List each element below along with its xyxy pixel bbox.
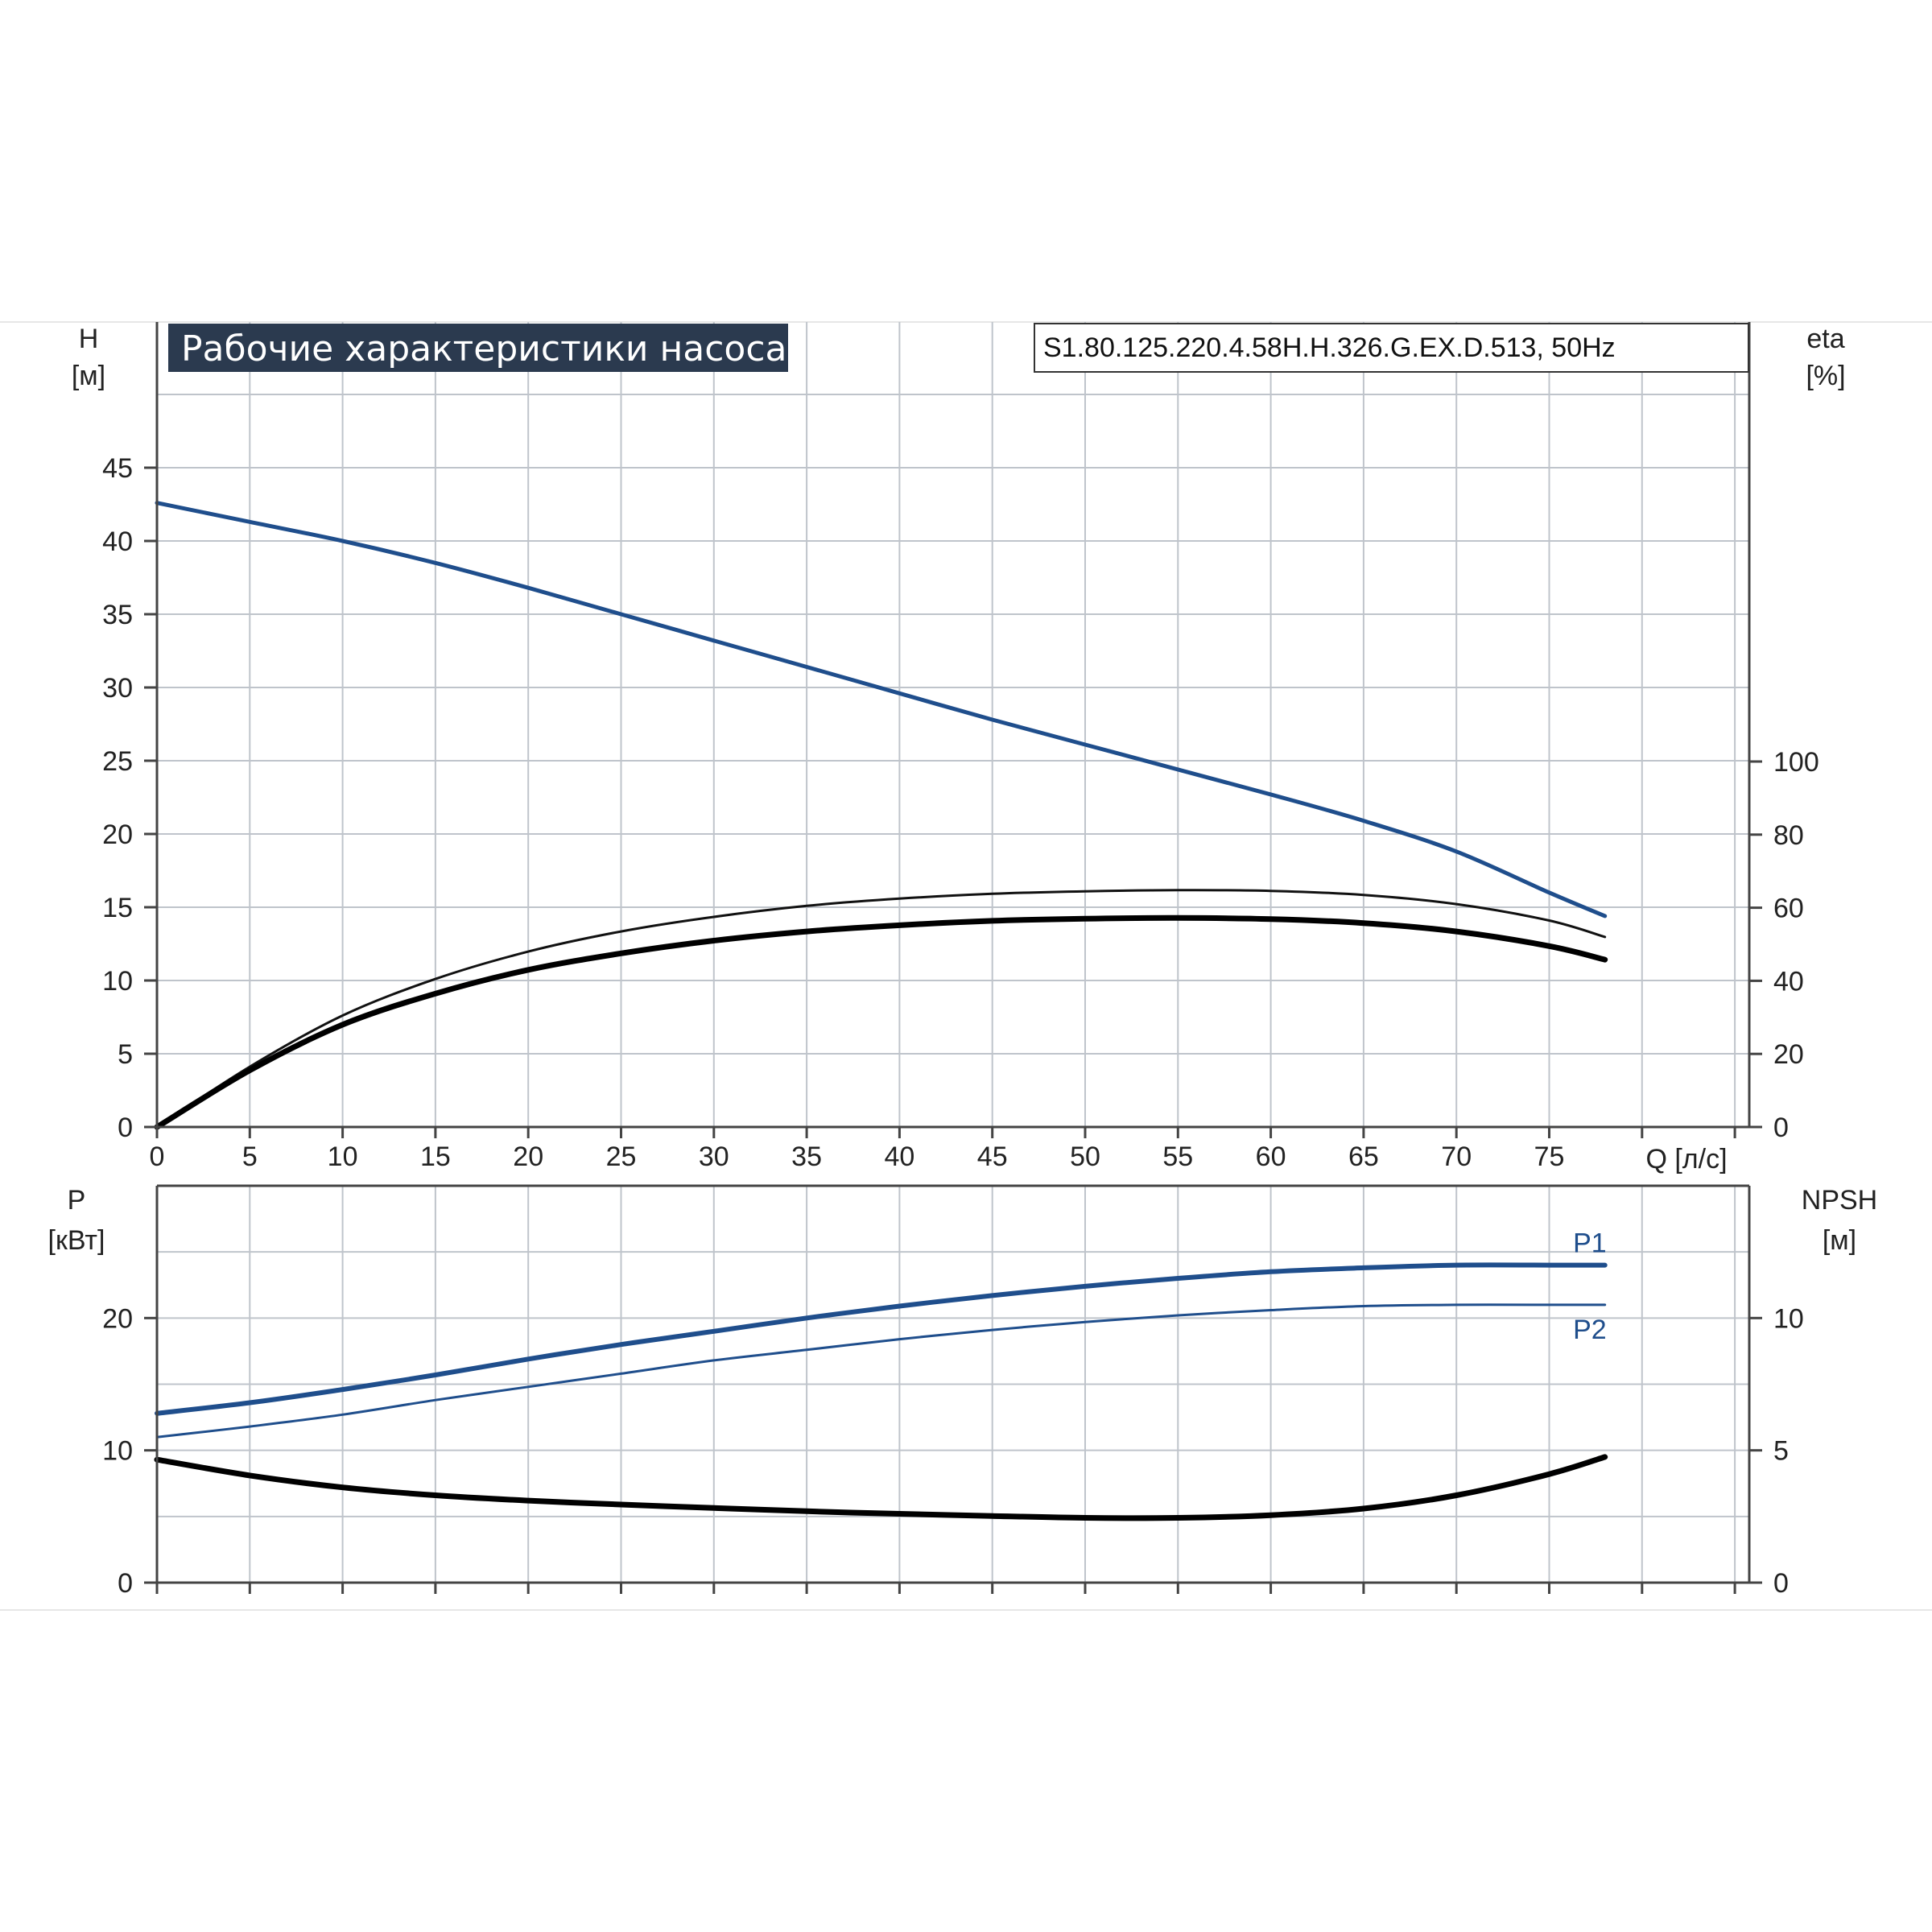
right-tick-label: 0 xyxy=(1773,1568,1789,1599)
chart-title-text: Рабочие характеристики насоса xyxy=(181,328,786,369)
left-tick-label: 10 xyxy=(102,966,133,997)
model-label: S1.80.125.220.4.58H.H.326.G.EX.D.513, 50… xyxy=(1034,323,1749,373)
right-tick-label: 20 xyxy=(1773,1039,1804,1070)
left-tick-label: 10 xyxy=(102,1436,133,1467)
chart-title: Рабочие характеристики насоса xyxy=(168,324,788,372)
left-tick-label: 30 xyxy=(102,673,133,704)
right-tick-label: 100 xyxy=(1773,747,1819,778)
power-axis-title-symbol: P xyxy=(68,1185,86,1216)
right-axis-title-unit: [%] xyxy=(1806,361,1845,391)
series-line-0-0 xyxy=(155,501,1608,919)
x-tick-label: 25 xyxy=(606,1141,637,1172)
series-label-p2: P2 xyxy=(1573,1315,1607,1345)
x-tick-label: 65 xyxy=(1348,1141,1379,1172)
left-tick-label: 0 xyxy=(118,1568,133,1599)
curves: P1 P2 xyxy=(154,501,1608,1521)
left-tick-label: 20 xyxy=(102,819,133,850)
left-tick-label: 35 xyxy=(102,600,133,630)
x-tick-label: 5 xyxy=(242,1141,258,1172)
left-tick-label: 25 xyxy=(102,746,133,777)
x-tick-label: 60 xyxy=(1256,1141,1286,1172)
chart-title-background xyxy=(168,324,788,372)
right-tick-label: 80 xyxy=(1773,820,1804,851)
x-tick-label: 75 xyxy=(1534,1141,1565,1172)
x-tick-label: 0 xyxy=(150,1141,165,1172)
x-tick-label: 15 xyxy=(420,1141,451,1172)
left-tick-label: 20 xyxy=(102,1303,133,1334)
left-tick-label: 15 xyxy=(102,893,133,923)
x-tick-label: 40 xyxy=(884,1141,914,1172)
x-tick-label: 45 xyxy=(977,1141,1008,1172)
right-tick-label: 0 xyxy=(1773,1113,1789,1143)
npsh-axis-title-unit: [м] xyxy=(1823,1225,1856,1256)
power-axis-title-unit: [кВт] xyxy=(48,1225,105,1256)
right-tick-label: 5 xyxy=(1773,1436,1789,1467)
left-tick-label: 5 xyxy=(118,1039,133,1070)
right-tick-label: 10 xyxy=(1773,1303,1804,1334)
x-axis-title: Q [л/с] xyxy=(1645,1144,1727,1174)
x-tick-label: 55 xyxy=(1162,1141,1193,1172)
right-tick-label: 40 xyxy=(1773,966,1804,997)
x-tick-label: 70 xyxy=(1441,1141,1472,1172)
right-axis-title-symbol: eta xyxy=(1806,324,1844,354)
x-tick-label: 50 xyxy=(1070,1141,1100,1172)
series-line-0-1 xyxy=(155,889,1607,1129)
left-tick-label: 40 xyxy=(102,526,133,557)
series-line-1-0 xyxy=(155,1262,1608,1416)
model-label-text: S1.80.125.220.4.58H.H.326.G.EX.D.513, 50… xyxy=(1043,332,1616,363)
x-tick-label: 30 xyxy=(699,1141,729,1172)
left-tick-label: 45 xyxy=(102,453,133,484)
series-line-0-2 xyxy=(154,914,1608,1130)
x-tick-label: 20 xyxy=(513,1141,543,1172)
series-line-1-1 xyxy=(155,1303,1607,1439)
left-tick-label: 0 xyxy=(118,1113,133,1143)
model-label-box xyxy=(1034,323,1749,373)
x-tick-label: 35 xyxy=(791,1141,822,1172)
left-axis-title-symbol: H xyxy=(79,324,99,354)
left-axis-title-unit: [м] xyxy=(72,361,105,391)
grid xyxy=(156,322,1749,1583)
x-tick-label: 10 xyxy=(328,1141,358,1172)
series-label-p1: P1 xyxy=(1573,1228,1607,1259)
right-tick-label: 60 xyxy=(1773,894,1804,924)
npsh-axis-title-symbol: NPSH xyxy=(1802,1185,1877,1216)
series-line-1-2 xyxy=(154,1454,1608,1521)
